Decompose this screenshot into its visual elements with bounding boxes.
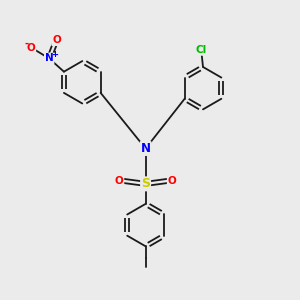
Text: N: N: [45, 53, 54, 63]
Text: S: S: [141, 177, 150, 190]
Text: O: O: [168, 176, 176, 186]
Text: +: +: [51, 50, 58, 59]
Text: O: O: [52, 35, 61, 45]
Text: -: -: [24, 39, 28, 49]
Text: O: O: [115, 176, 124, 186]
Text: O: O: [27, 43, 35, 53]
Text: N: N: [141, 142, 151, 155]
Text: Cl: Cl: [196, 45, 207, 55]
